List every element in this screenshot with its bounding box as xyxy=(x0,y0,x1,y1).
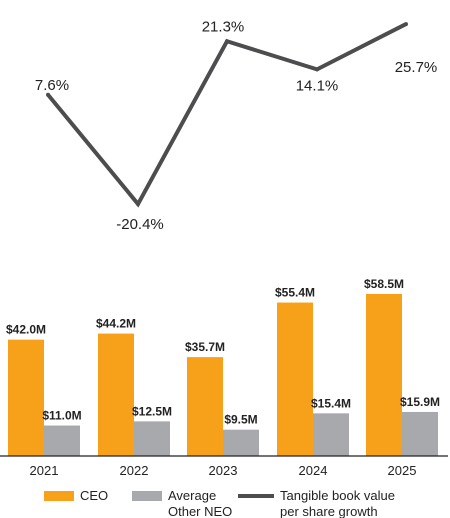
line-tangible-book-value-per-share-growth xyxy=(46,22,407,208)
bar-value-label-ceo-2024: $55.4M xyxy=(275,286,315,300)
legend-swatch-average-other-neo xyxy=(132,491,162,501)
line-value-label-2022: -20.4% xyxy=(116,216,164,233)
line-value-label-2023: 21.3% xyxy=(202,18,245,35)
legend-label-average-other-neo-line-2: Other NEO xyxy=(168,504,232,518)
bar-value-label-ceo-2021: $42.0M xyxy=(6,323,46,337)
bar-ceo-2024 xyxy=(277,302,313,456)
bar-average-other-neo-2025 xyxy=(402,411,438,456)
x-tick-label-2025: 2025 xyxy=(388,463,417,478)
line-point-2022 xyxy=(136,202,140,207)
line-point-2023 xyxy=(225,39,229,44)
bar-ceo-2022 xyxy=(98,333,134,456)
bar-value-label-average-other-neo-2024: $15.4M xyxy=(311,396,351,410)
bar-average-other-neo-2024 xyxy=(313,413,349,456)
bar-average-other-neo-2021 xyxy=(44,425,80,456)
bar-value-label-average-other-neo-2021: $11.0M xyxy=(42,409,81,423)
line-point-2021 xyxy=(46,92,50,97)
bar-value-label-ceo-2025: $58.5M xyxy=(364,277,404,291)
line-value-label-2021: 7.6% xyxy=(35,77,69,94)
legend-label-ceo: CEO xyxy=(80,488,108,503)
bars-layer: $42.0M $11.0M $44.2M $12.5M $35.7M $9.5M $55.4… xyxy=(6,277,440,456)
bar-value-label-average-other-neo-2025: $15.9M xyxy=(400,395,440,409)
legend-label-average-other-neo-line-1: Average xyxy=(168,488,216,503)
line-point-2025 xyxy=(404,22,408,27)
bar-value-label-average-other-neo-2022: $12.5M xyxy=(132,404,172,418)
bar-value-label-ceo-2022: $44.2M xyxy=(96,317,136,331)
legend-item-ceo: CEO xyxy=(44,488,108,503)
line-point-2024 xyxy=(315,67,319,72)
bar-ceo-2025 xyxy=(366,293,402,456)
bar-ceo-2023 xyxy=(187,357,223,456)
legend-label-tangible-book-value-per-share-growth-line-2: per share growth xyxy=(280,504,378,518)
legend-label-tangible-book-value-per-share-growth-line-1: Tangible book value xyxy=(280,488,395,503)
legend-swatch-ceo xyxy=(44,491,74,501)
line-series-layer: 7.6% -20.4% 21.3% 14.1% 25.7% xyxy=(35,18,437,233)
x-tick-label-2024: 2024 xyxy=(299,463,328,478)
bar-average-other-neo-2023 xyxy=(223,429,259,456)
x-tick-label-2021: 2021 xyxy=(30,463,59,478)
x-tick-label-2022: 2022 xyxy=(120,463,149,478)
bar-value-label-ceo-2023: $35.7M xyxy=(185,340,225,354)
line-value-label-2025: 25.7% xyxy=(395,59,438,76)
x-tick-labels: 2021 2022 2023 2024 2025 xyxy=(30,463,417,478)
bar-value-label-average-other-neo-2023: $9.5M xyxy=(224,413,257,427)
line-value-label-2024: 14.1% xyxy=(296,77,339,94)
x-tick-label-2023: 2023 xyxy=(209,463,238,478)
bar-average-other-neo-2022 xyxy=(134,421,170,456)
bar-ceo-2021 xyxy=(8,339,44,456)
